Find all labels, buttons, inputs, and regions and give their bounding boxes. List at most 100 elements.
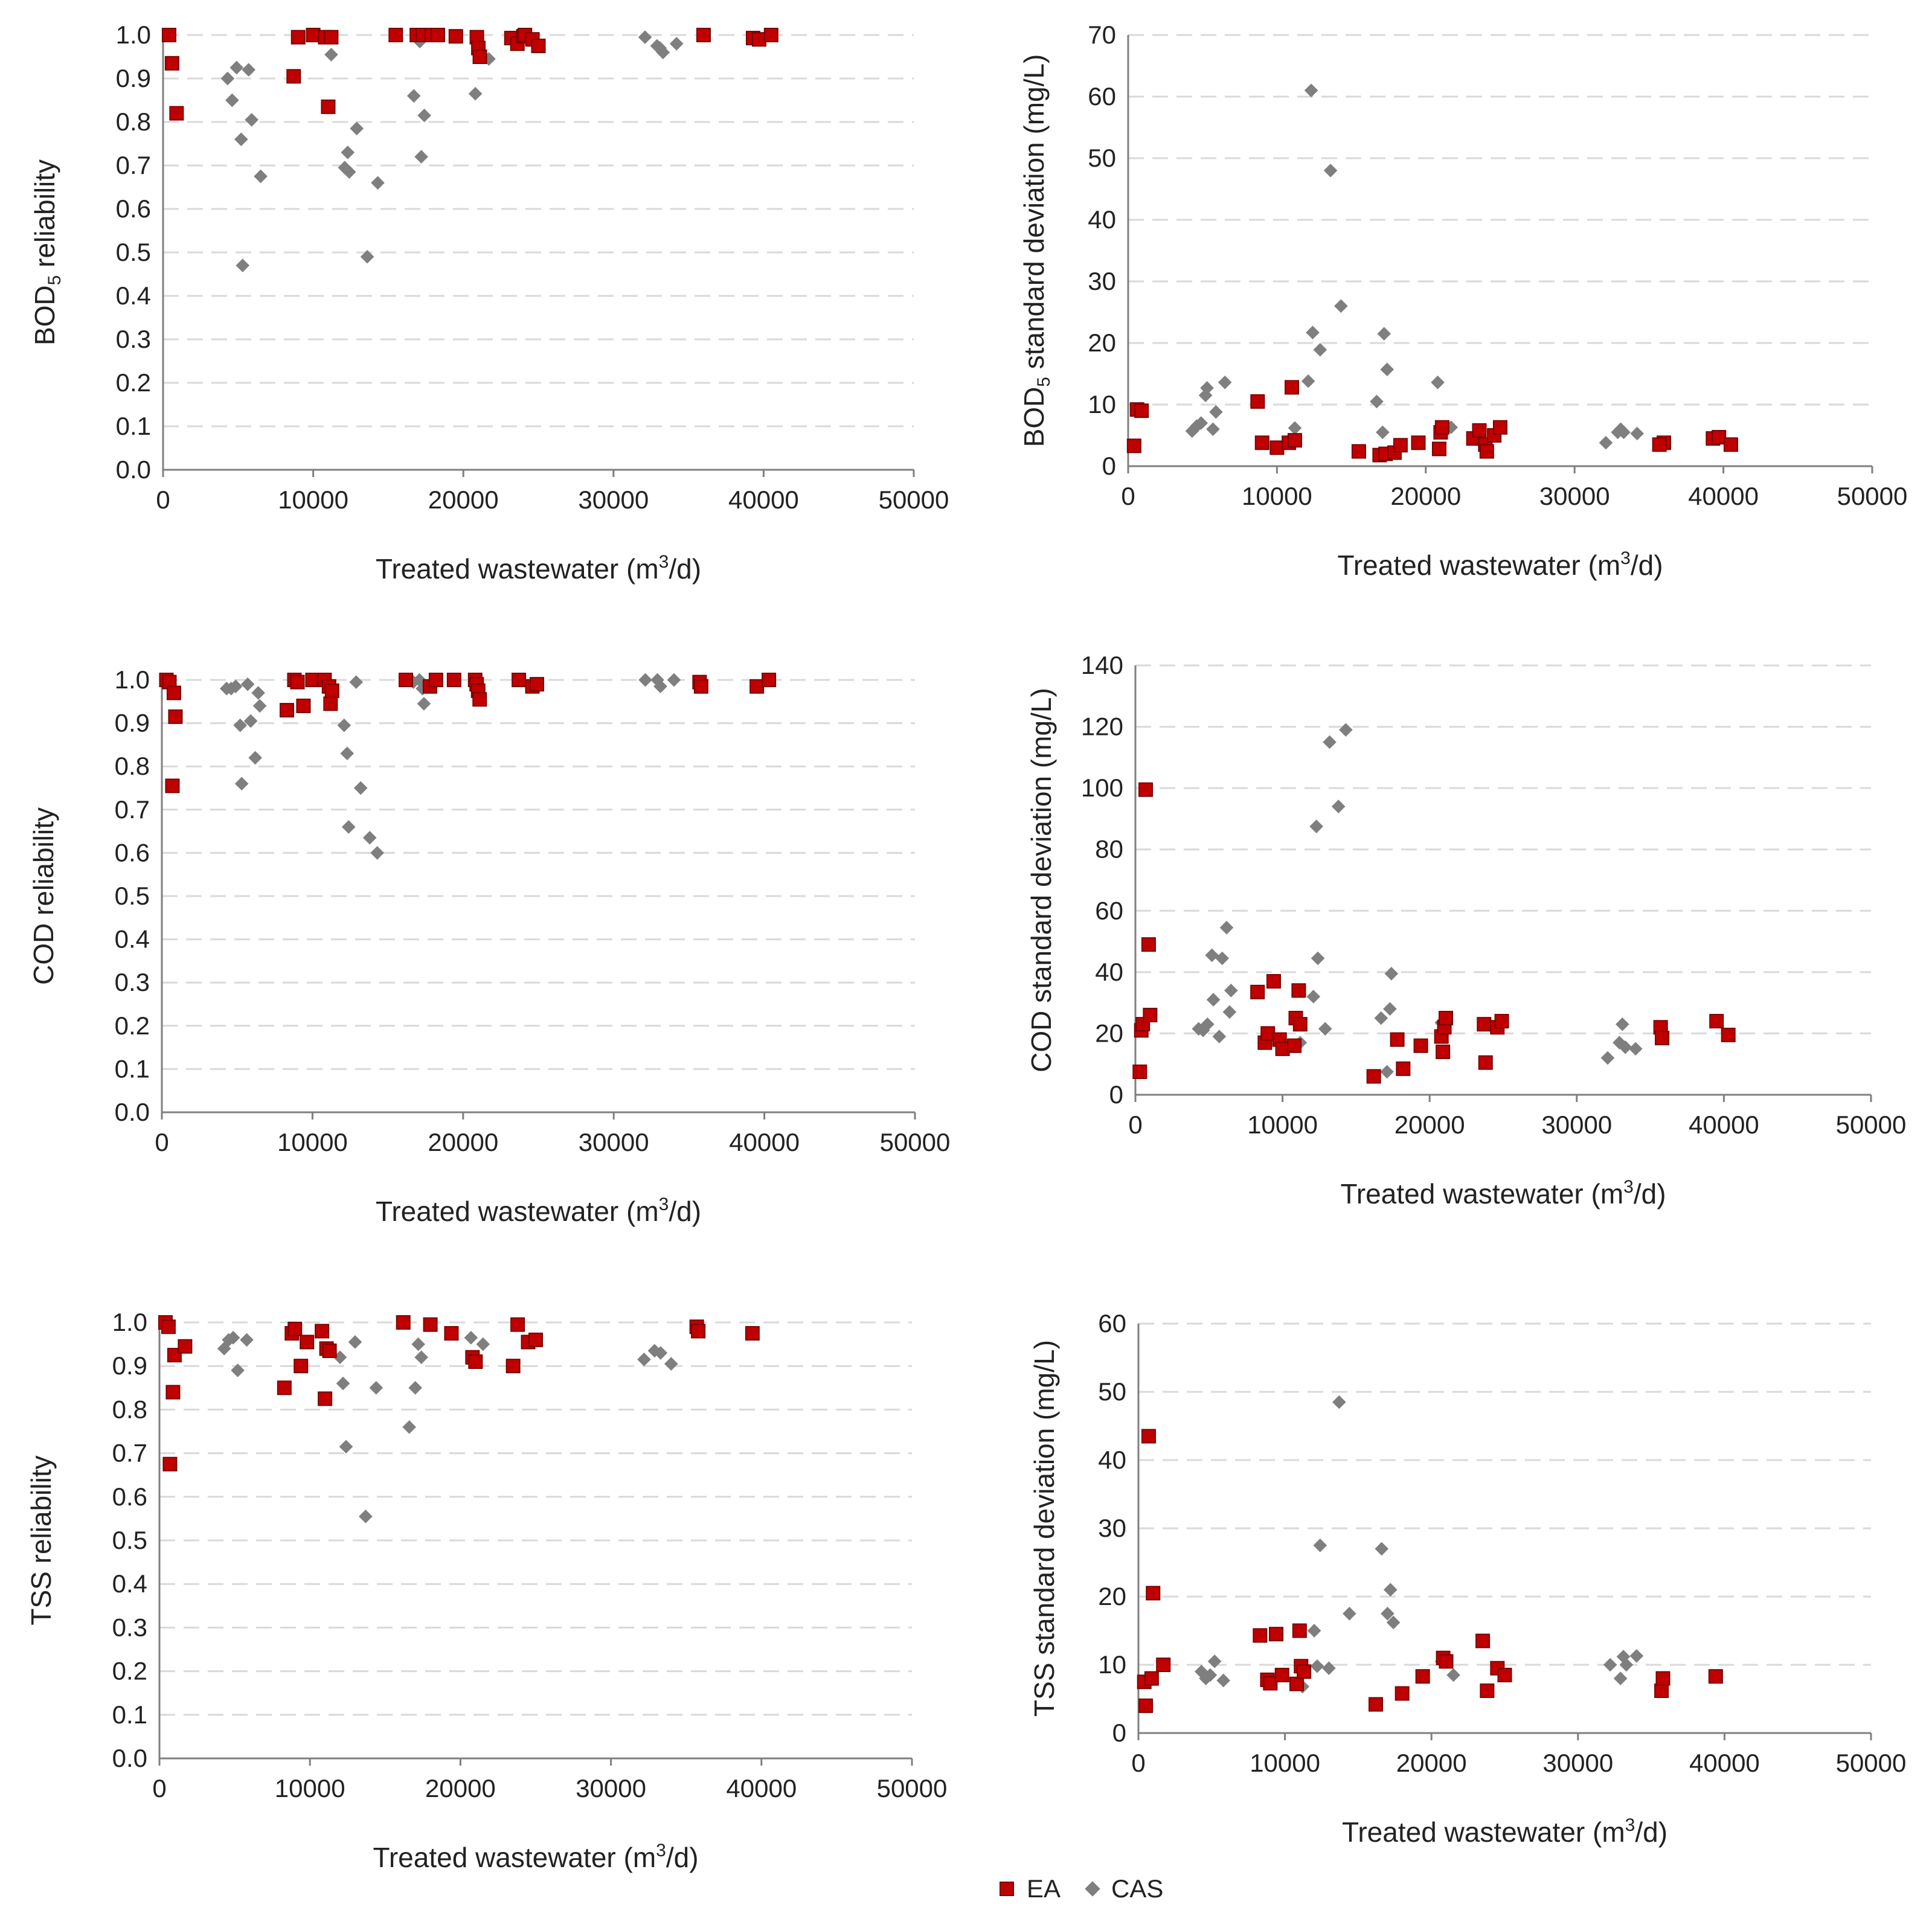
chart-panel-5: 0.0 0.1 0.2 0.3 0.4 0.5 0.6 0.7 0.8 0.9 1.0 0 10000 2… — [25, 1308, 947, 1873]
data-point-cas — [1383, 1002, 1397, 1016]
data-point-cas — [1343, 1606, 1356, 1621]
data-point-ea — [1143, 1007, 1158, 1022]
data-point-cas — [1380, 1065, 1394, 1079]
data-point-ea — [1126, 438, 1141, 453]
data-point-cas — [1194, 416, 1208, 430]
data-point-ea — [1721, 1027, 1736, 1042]
data-point-ea — [164, 56, 179, 71]
data-point-cas — [362, 831, 377, 845]
data-point-cas — [653, 679, 667, 694]
data-point-cas — [1323, 735, 1337, 749]
y-tick-label: 0.2 — [116, 368, 151, 397]
data-point-ea — [1477, 1017, 1492, 1032]
x-tick-label: 30000 — [576, 1774, 646, 1802]
x-tick-label: 50000 — [1837, 482, 1908, 510]
x-tick-label: 0 — [1128, 1110, 1142, 1139]
data-point-ea — [1287, 433, 1302, 448]
data-point-cas — [231, 1363, 245, 1377]
y-tick-label: 0.1 — [112, 1700, 147, 1729]
data-point-ea — [1289, 1676, 1305, 1691]
data-point-cas — [360, 249, 374, 264]
data-point-cas — [1603, 1658, 1617, 1672]
y-tick-label: 0.6 — [115, 838, 150, 867]
data-point-cas — [353, 781, 368, 795]
y-tick-label: 0.2 — [112, 1657, 147, 1685]
data-point-cas — [339, 1440, 353, 1454]
data-point-ea — [1709, 1014, 1724, 1029]
data-point-ea — [762, 673, 777, 687]
data-point-ea — [1266, 974, 1281, 989]
data-point-cas — [1334, 299, 1348, 313]
y-tick-label: 0.0 — [112, 1744, 147, 1772]
legend-marker-cas — [1085, 1881, 1100, 1897]
data-point-cas — [417, 697, 431, 711]
data-point-ea — [286, 69, 301, 84]
data-point-cas — [359, 1509, 373, 1524]
data-point-ea — [322, 1343, 337, 1358]
y-tick-label: 10 — [1098, 1650, 1126, 1679]
x-tick-label: 50000 — [1836, 1749, 1907, 1777]
data-point-cas — [1306, 325, 1320, 339]
x-tick-label: 20000 — [1390, 482, 1461, 510]
data-point-ea — [1411, 435, 1426, 450]
data-point-ea — [1390, 1032, 1405, 1047]
y-tick-label: 60 — [1098, 1309, 1126, 1338]
data-point-cas — [1203, 1668, 1218, 1682]
x-tick-label: 10000 — [277, 1128, 348, 1156]
data-point-ea — [306, 28, 321, 42]
data-point-ea — [1493, 420, 1507, 435]
data-point-cas — [251, 686, 265, 700]
y-tick-label: 0.4 — [115, 925, 150, 953]
x-tick-label: 20000 — [428, 1128, 498, 1156]
data-point-ea — [1436, 1044, 1451, 1059]
data-point-ea — [430, 28, 445, 42]
data-point-cas — [417, 108, 431, 123]
data-point-cas — [464, 1330, 478, 1345]
data-point-cas — [336, 1376, 350, 1391]
data-point-ea — [324, 683, 339, 698]
y-tick-label: 20 — [1088, 328, 1116, 357]
data-point-cas — [1339, 723, 1353, 737]
x-axis-label: Treated wastewater (m3/d) — [1337, 548, 1663, 581]
data-point-cas — [1215, 951, 1230, 966]
data-point-cas — [371, 176, 385, 190]
y-tick-label: 0.5 — [115, 882, 150, 910]
data-point-ea — [693, 679, 708, 694]
data-point-ea — [1497, 1667, 1512, 1682]
data-point-ea — [1393, 438, 1408, 453]
chart-panel-3: 0.0 0.1 0.2 0.3 0.4 0.5 0.6 0.7 0.8 0.9 1.0 0 10000 2… — [28, 665, 950, 1227]
y-tick-label: 50 — [1098, 1377, 1126, 1406]
data-point-cas — [349, 675, 364, 689]
data-point-cas — [1381, 1606, 1394, 1621]
y-tick-label: 0.6 — [116, 194, 151, 223]
data-point-ea — [1654, 1683, 1669, 1698]
data-point-ea — [1269, 1627, 1284, 1642]
chart-panel-2: 0 10 20 30 40 50 60 70 0 10000 20000 30000 40000 5000… — [1018, 21, 1907, 581]
data-point-cas — [248, 751, 262, 765]
y-tick-label: 40 — [1088, 205, 1116, 234]
data-point-ea — [1274, 1667, 1289, 1682]
x-tick-label: 30000 — [578, 485, 649, 514]
data-point-ea — [1250, 984, 1265, 999]
y-axis-label: TSS standard deviation (mg/L) — [1029, 1340, 1060, 1717]
data-point-ea — [396, 1315, 411, 1330]
data-point-cas — [1599, 435, 1613, 450]
data-point-ea — [161, 28, 176, 42]
data-point-ea — [165, 778, 180, 793]
data-point-cas — [476, 1337, 490, 1351]
x-tick-label: 30000 — [579, 1128, 649, 1156]
data-point-cas — [637, 1353, 651, 1367]
data-point-cas — [1216, 1673, 1231, 1688]
data-point-ea — [1652, 437, 1667, 452]
data-point-ea — [751, 32, 766, 47]
data-point-cas — [226, 1330, 240, 1345]
y-tick-label: 80 — [1095, 835, 1123, 863]
data-point-cas — [669, 37, 684, 51]
data-point-ea — [428, 673, 443, 687]
legend: EA CAS — [1000, 1874, 1163, 1903]
data-point-cas — [1630, 426, 1645, 441]
data-point-ea — [1141, 937, 1156, 952]
data-point-ea — [1655, 1031, 1670, 1046]
data-point-cas — [414, 1350, 428, 1365]
data-point-ea — [1472, 423, 1487, 438]
